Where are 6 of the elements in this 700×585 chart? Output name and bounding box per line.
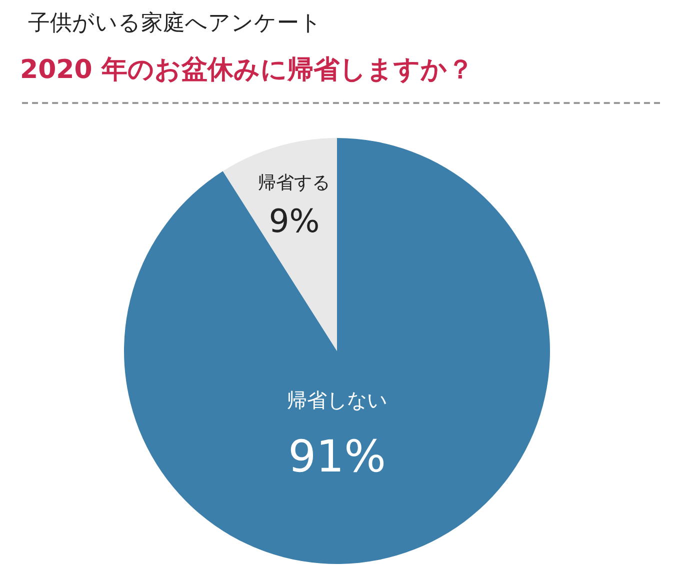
chart-title: 子供がいる家庭へアンケート	[28, 10, 322, 38]
slice-label: 帰省しない	[287, 388, 387, 412]
data-label: 91%	[288, 431, 386, 482]
slice-label: 帰省する	[258, 172, 330, 194]
chart-subtitle: 2020 年のお盆休みに帰省しますか？	[20, 54, 474, 87]
data-label: 9%	[268, 202, 320, 240]
